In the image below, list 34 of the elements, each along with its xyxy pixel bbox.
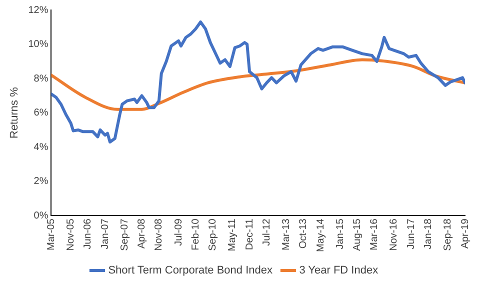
y-tick-label: 6% [34, 108, 48, 119]
y-tick-label: 10% [28, 39, 48, 50]
x-tick-label: Jul-09 [173, 218, 184, 246]
legend-label: Short Term Corporate Bond Index [108, 264, 273, 277]
y-axis-title: Returns % [8, 86, 21, 139]
y-tick-label: 8% [34, 73, 48, 84]
x-tick-label: Jan-15 [334, 218, 346, 250]
x-tick-label: May-14 [315, 218, 326, 252]
x-tick-label: Aug-15 [352, 218, 364, 251]
x-tick-label: Mar-16 [369, 218, 380, 250]
x-tick-label: Jan-18 [423, 218, 434, 250]
x-tick-label: Jan-07 [100, 218, 111, 250]
x-tick-label: Apr-19 [460, 218, 471, 249]
x-tick-label: Jun-17 [406, 218, 417, 250]
x-tick-label: Feb-10 [190, 218, 202, 250]
x-tick-label: Dec-11 [244, 218, 256, 250]
x-tick-label: Oct-13 [298, 218, 310, 249]
x-tick-label: Jun-06 [82, 218, 94, 250]
x-tick-label: Nov-16 [388, 218, 400, 251]
x-tick-label: Apr-08 [136, 218, 148, 249]
x-tick-label: Mar-05 [46, 218, 57, 250]
x-tick-label: May-11 [227, 218, 238, 252]
x-tick-label: Sep-10 [208, 218, 219, 251]
y-tick-label: 4% [34, 142, 48, 153]
y-tick-label: 0% [34, 210, 48, 222]
x-tick-label: Sep-18 [442, 218, 454, 251]
x-tick-label: Nov-08 [154, 218, 165, 251]
x-tick-label: Mar-13 [281, 218, 292, 250]
x-tick-label: Nov-05 [66, 218, 77, 251]
y-tick-label: 12% [28, 4, 48, 16]
x-tick-label: Jul-12 [261, 218, 272, 246]
legend-label: 3 Year FD Index [299, 264, 379, 277]
y-tick-label: 2% [34, 176, 48, 188]
x-tick-label: Sep-07 [119, 218, 130, 251]
